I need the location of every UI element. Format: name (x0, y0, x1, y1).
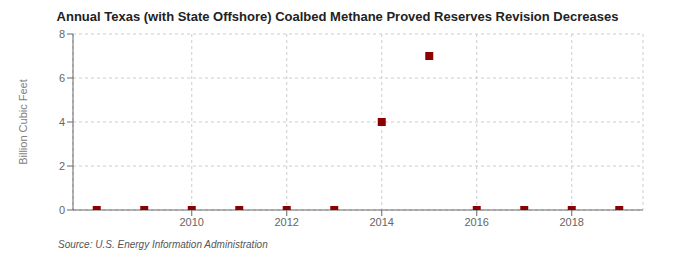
html-text:Annual Texas (with State Offsh: Annual Texas (with State Offshore) Coalb… (56, 9, 619, 24)
html-text:Source: U.S. Energy Informatio: Source: U.S. Energy Information Administ… (58, 239, 268, 250)
svg-text:2010: 2010 (180, 216, 204, 228)
svg-text:0: 0 (59, 204, 65, 216)
svg-text:4: 4 (59, 116, 65, 128)
svg-text:Billion Cubic Feet: Billion Cubic Feet (17, 79, 29, 165)
svg-text:2: 2 (59, 160, 65, 172)
svg-text:2014: 2014 (370, 216, 394, 228)
svg-text:8: 8 (59, 28, 65, 40)
svg-text:2018: 2018 (560, 216, 584, 228)
svg-text:2016: 2016 (465, 216, 489, 228)
svg-text:6: 6 (59, 72, 65, 84)
svg-text:2012: 2012 (275, 216, 299, 228)
